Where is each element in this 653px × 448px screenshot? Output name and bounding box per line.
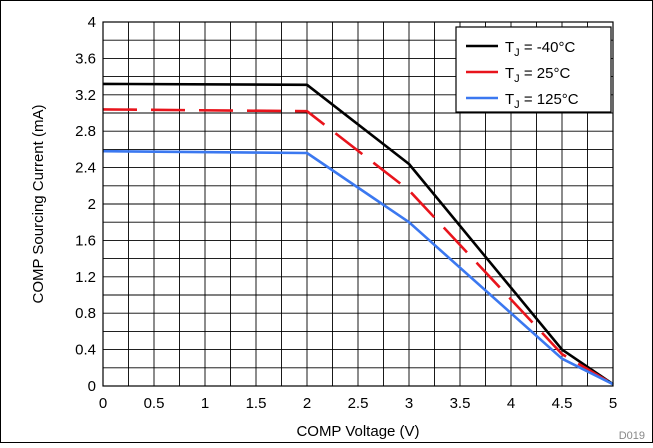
figure-id: D019	[619, 430, 645, 442]
x-tick-label: 3	[405, 395, 413, 412]
x-tick-label: 5	[609, 395, 617, 412]
y-tick-label: 4	[88, 14, 96, 31]
grid-lines	[103, 22, 613, 386]
series-lines	[102, 82, 614, 386]
y-tick-label: 1.6	[75, 232, 96, 249]
x-tick-label: 2	[303, 395, 311, 412]
series-line-1	[102, 82, 614, 386]
x-tick-labels: 0 0.5 1 1.5 2 2.5 3 3.5 4 4.5 5	[99, 395, 617, 412]
x-tick-label: 1	[201, 395, 209, 412]
legend-entry-prefix: T	[505, 65, 514, 82]
legend-entry-2: TJ = 25°C	[505, 65, 570, 85]
x-tick-label: 4	[507, 395, 515, 412]
legend-entry-prefix: T	[505, 39, 514, 56]
legend-entry-subscript: J	[514, 73, 520, 85]
x-tick-label: 0.5	[144, 395, 165, 412]
legend-entry-suffix: = -40°C	[520, 39, 576, 56]
legend-entry-subscript: J	[514, 47, 520, 59]
x-tick-label: 4.5	[552, 395, 573, 412]
x-tick-label: 0	[99, 395, 107, 412]
x-tick-label: 1.5	[246, 395, 267, 412]
y-tick-label: 2.8	[75, 123, 96, 140]
x-axis-label: COMP Voltage (V)	[296, 423, 419, 440]
y-tick-label: 3.2	[75, 87, 96, 104]
x-tick-label: 2.5	[348, 395, 369, 412]
legend-entry-suffix: = 125°C	[520, 91, 579, 108]
legend-entry-3: TJ = 125°C	[505, 91, 579, 111]
y-tick-label: 1.2	[75, 269, 96, 286]
y-tick-label: 2.4	[75, 160, 96, 177]
y-tick-labels: 0 0.4 0.8 1.2 1.6 2 2.4 2.8 3.2 3.6 4	[75, 14, 96, 395]
plot-area-border	[102, 21, 614, 387]
y-tick-label: 0.4	[75, 342, 96, 359]
y-tick-label: 3.6	[75, 50, 96, 67]
legend-entry-prefix: T	[505, 91, 514, 108]
x-tick-label: 3.5	[450, 395, 471, 412]
legend: TJ = -40°CTJ = 25°CTJ = 125°C	[455, 26, 612, 113]
series-line-2	[102, 108, 614, 386]
legend-entry-1: TJ = -40°C	[505, 39, 575, 59]
y-tick-label: 2	[88, 196, 96, 213]
y-axis-label: COMP Sourcing Current (mA)	[30, 105, 47, 304]
y-tick-label: 0	[88, 378, 96, 395]
y-tick-label: 0.8	[75, 305, 96, 322]
legend-entry-subscript: J	[514, 99, 520, 111]
series-line-3	[102, 149, 614, 386]
legend-entry-suffix: = 25°C	[520, 65, 571, 82]
